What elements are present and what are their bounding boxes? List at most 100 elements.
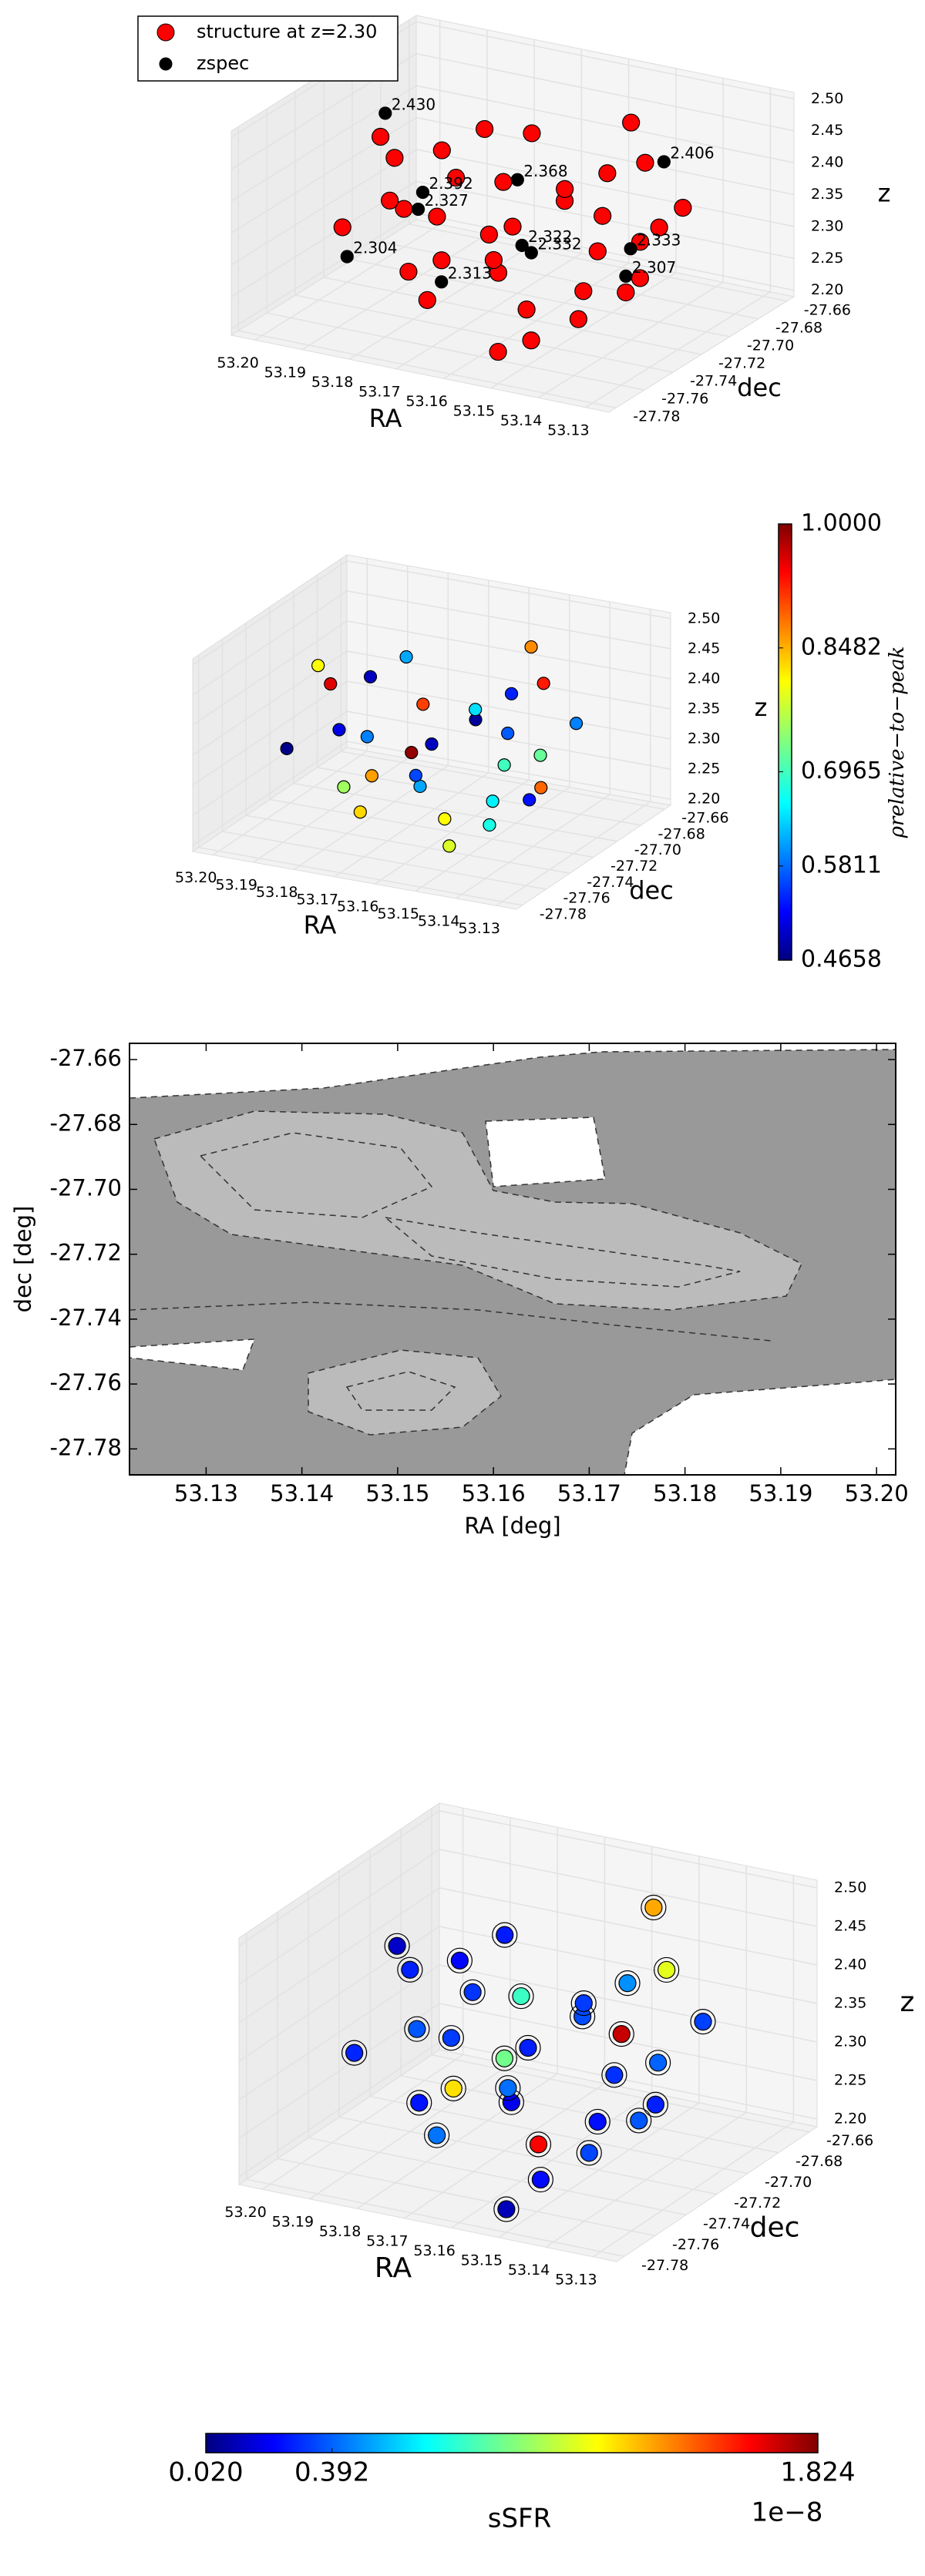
z-tick-label: 2.40: [834, 1956, 866, 1973]
colorbar-tick-label: 1.0000: [801, 510, 882, 537]
point: [569, 717, 584, 730]
point: [510, 173, 524, 186]
point: [442, 2029, 460, 2047]
point: [636, 153, 654, 172]
point: [345, 2044, 364, 2062]
z-tick-label: 2.25: [811, 250, 843, 267]
grid-line: [192, 710, 348, 816]
point-label: 2.304: [353, 238, 397, 257]
x-tick-label: 53.16: [405, 393, 447, 410]
grid-line: [346, 710, 671, 770]
point: [484, 250, 503, 270]
z-tick-label: 2.40: [688, 670, 720, 687]
x-tick-label: 53.20: [217, 354, 258, 371]
grid-line: [294, 294, 674, 373]
point: [519, 2038, 537, 2057]
point-ring: [404, 2016, 430, 2042]
x-tick-label: 53.19: [216, 877, 257, 894]
x-tick-label: 53.14: [500, 412, 542, 429]
point-ring: [570, 1990, 597, 2017]
point: [353, 805, 367, 819]
point-ring: [495, 2075, 521, 2101]
grid-line: [341, 751, 665, 810]
grid-line: [238, 1887, 440, 2024]
legend-box: [137, 15, 399, 82]
grid-line: [238, 330, 617, 408]
x-tick-label: 53.17: [557, 1480, 621, 1506]
point-ring: [440, 2075, 466, 2101]
grid-line: [269, 798, 594, 858]
grid-line: [277, 2158, 656, 2237]
y-axis-label: dec [deg]: [10, 1206, 36, 1313]
y-tick-label: -27.70: [634, 841, 681, 858]
point: [483, 818, 496, 832]
point: [588, 242, 607, 260]
grid-line: [415, 21, 795, 100]
z-tick-label: 2.30: [834, 2034, 866, 2050]
point-ring: [492, 1922, 518, 1948]
point-ring: [645, 2050, 671, 2076]
z-axis-label: z: [755, 693, 768, 722]
point: [378, 106, 392, 120]
point-ring: [493, 2196, 520, 2222]
point: [534, 781, 548, 794]
point: [489, 342, 507, 361]
contour-line: [130, 1301, 772, 1342]
legend-marker: [159, 57, 173, 71]
point-ring: [406, 2090, 432, 2116]
point-ring: [446, 1947, 473, 1973]
grid-line: [192, 741, 348, 846]
y-tick-label: -27.68: [658, 825, 705, 842]
point: [442, 839, 456, 853]
y-tick-label: -27.74: [587, 874, 634, 891]
point: [401, 1960, 419, 1979]
point: [574, 1994, 593, 2013]
point-ring: [438, 2025, 464, 2051]
point: [425, 737, 439, 751]
x-tick-label: 53.18: [256, 884, 298, 901]
y-tick-label: -27.68: [796, 2153, 843, 2170]
x-tick-label: 53.20: [845, 1480, 909, 1506]
z-tick-label: 2.20: [834, 2111, 866, 2128]
point: [416, 697, 430, 711]
contour-line: [345, 1371, 456, 1411]
x-tick-label: 53.14: [418, 912, 459, 929]
grid-line: [192, 620, 348, 726]
point: [533, 748, 547, 762]
grid-line: [293, 782, 617, 842]
point-ring: [508, 1983, 534, 2010]
point: [650, 218, 668, 237]
grid-line: [369, 2095, 748, 2175]
z-tick-label: 2.45: [811, 122, 843, 139]
x-tick-label: 53.16: [462, 1480, 526, 1506]
point: [522, 331, 540, 350]
z-tick-label: 2.40: [811, 154, 843, 171]
y-tick-label: -27.78: [633, 408, 680, 425]
point-ring: [626, 2107, 652, 2134]
x-tick-label: 53.19: [272, 2213, 314, 2230]
point: [619, 269, 633, 283]
z-tick-label: 2.50: [811, 90, 843, 107]
x-tick-label: 53.20: [175, 869, 217, 886]
grid-line: [238, 1964, 440, 2101]
z-tick-label: 2.20: [811, 281, 843, 298]
y-tick-label: -27.70: [50, 1174, 123, 1201]
point: [512, 1987, 530, 2006]
z-tick-label: 2.35: [688, 700, 720, 717]
point-ring: [614, 1970, 641, 1997]
colorbar-label: ρrelative−to−peak: [886, 647, 909, 839]
grid-line: [238, 1926, 440, 2062]
colorbar-tick-label: 0.020: [168, 2457, 243, 2488]
z-tick-label: 2.50: [688, 610, 720, 626]
point: [694, 2013, 712, 2031]
x-tick-label: 53.16: [413, 2242, 455, 2259]
point: [432, 141, 451, 160]
point: [337, 780, 351, 794]
point: [415, 185, 430, 200]
colorbar-tick-label: 0.5811: [801, 851, 882, 878]
contour-line: [383, 1216, 741, 1288]
colorbar-tick-label: 0.8482: [801, 633, 882, 660]
colorbar-tick-label: 0.4658: [801, 946, 882, 973]
grid-line: [230, 85, 417, 202]
y-tick-label: -27.72: [718, 355, 765, 372]
